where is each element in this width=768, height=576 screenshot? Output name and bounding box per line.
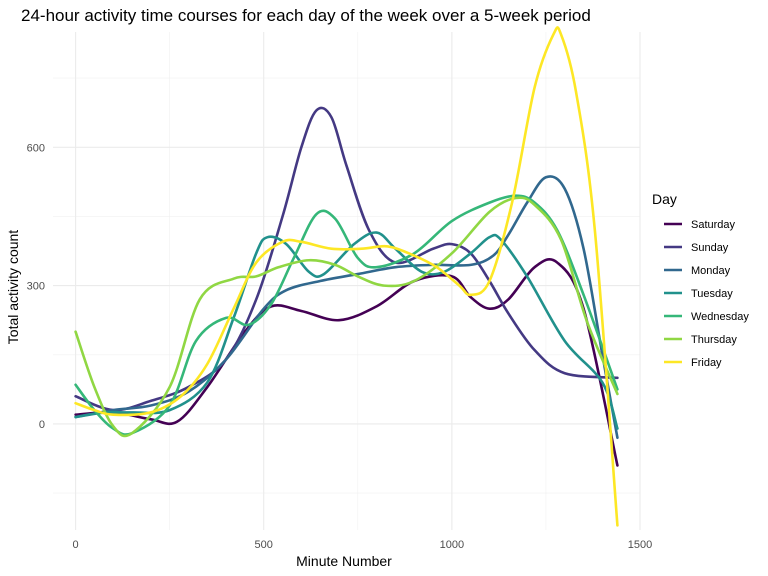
y-tick-label: 300: [27, 281, 45, 293]
x-tick-label: 0: [73, 539, 79, 551]
x-tick-label: 1500: [628, 539, 652, 551]
legend-label-monday: Monday: [691, 265, 731, 277]
legend-label-saturday: Saturday: [691, 219, 736, 231]
x-axis-title: Minute Number: [296, 553, 392, 569]
y-axis-title: Total activity count: [5, 230, 21, 344]
x-tick-labels: 0 500 1000 1500: [73, 539, 653, 551]
series-line-thursday: [74, 196, 619, 438]
legend-label-tuesday: Tuesday: [691, 288, 733, 300]
legend-label-wednesday: Wednesday: [691, 311, 749, 323]
legend-label-thursday: Thursday: [691, 334, 737, 346]
grid-minor: [53, 32, 640, 530]
y-tick-label: 600: [27, 142, 45, 154]
series-line-sunday: [74, 106, 619, 412]
y-tick-label: 0: [39, 419, 45, 431]
series-line-tuesday: [74, 231, 619, 430]
series-line-friday: [74, 26, 619, 527]
chart-title: 24-hour activity time courses for each d…: [21, 6, 591, 25]
legend-title: Day: [652, 191, 677, 207]
x-tick-label: 1000: [440, 539, 464, 551]
grid-major: [53, 32, 641, 530]
series-line-monday: [74, 175, 619, 440]
series-line-saturday: [74, 258, 619, 467]
series-lines: [74, 26, 619, 527]
series-line-wednesday: [74, 194, 619, 436]
y-tick-labels: 0 300 600: [27, 142, 45, 431]
x-tick-label: 500: [255, 539, 273, 551]
legend: Saturday Sunday Monday Tuesday Wednesday Thur…: [664, 219, 749, 369]
legend-label-friday: Friday: [691, 357, 722, 369]
legend-label-sunday: Sunday: [691, 242, 729, 254]
